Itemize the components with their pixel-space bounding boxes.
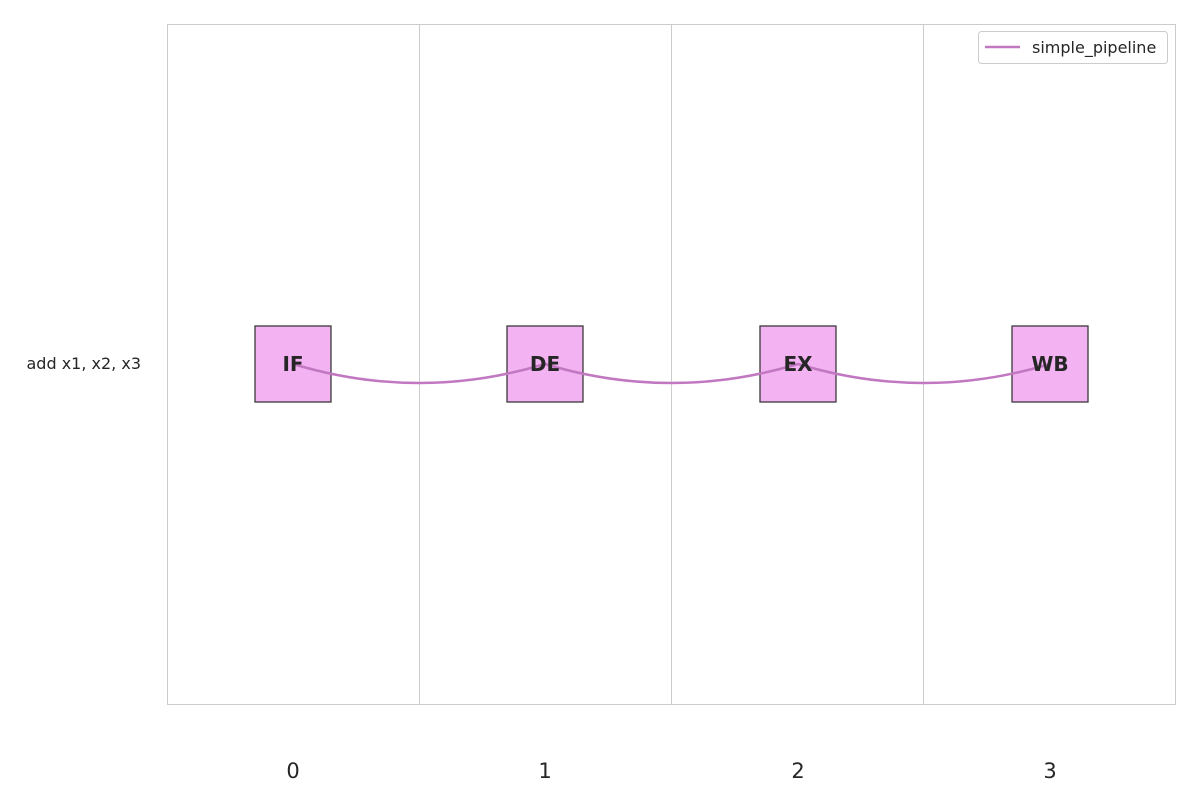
flow-curve-de-ex xyxy=(544,362,799,385)
stage-label-ex: EX xyxy=(783,352,813,376)
legend: simple_pipeline xyxy=(978,31,1168,64)
legend-box xyxy=(978,31,1168,64)
stage-labels: IF DE EX WB xyxy=(282,352,1068,376)
cycle-tick-label: 1 xyxy=(538,759,551,783)
flow-curve-if-de xyxy=(292,362,546,385)
cycle-axis: 0 1 2 3 xyxy=(286,759,1056,783)
stage-label-if: IF xyxy=(282,352,303,376)
cycle-tick-label: 2 xyxy=(791,759,804,783)
cycle-tick-label: 3 xyxy=(1043,759,1056,783)
stage-label-de: DE xyxy=(530,352,560,376)
stage-flow-curves xyxy=(292,362,1051,385)
stage-label-wb: WB xyxy=(1031,352,1068,376)
flow-curve-ex-wb xyxy=(797,362,1051,385)
grid-lines xyxy=(419,24,924,705)
cycle-tick-label: 0 xyxy=(286,759,299,783)
instruction-label: add x1, x2, x3 xyxy=(27,354,142,373)
legend-label: simple_pipeline xyxy=(1032,38,1156,58)
